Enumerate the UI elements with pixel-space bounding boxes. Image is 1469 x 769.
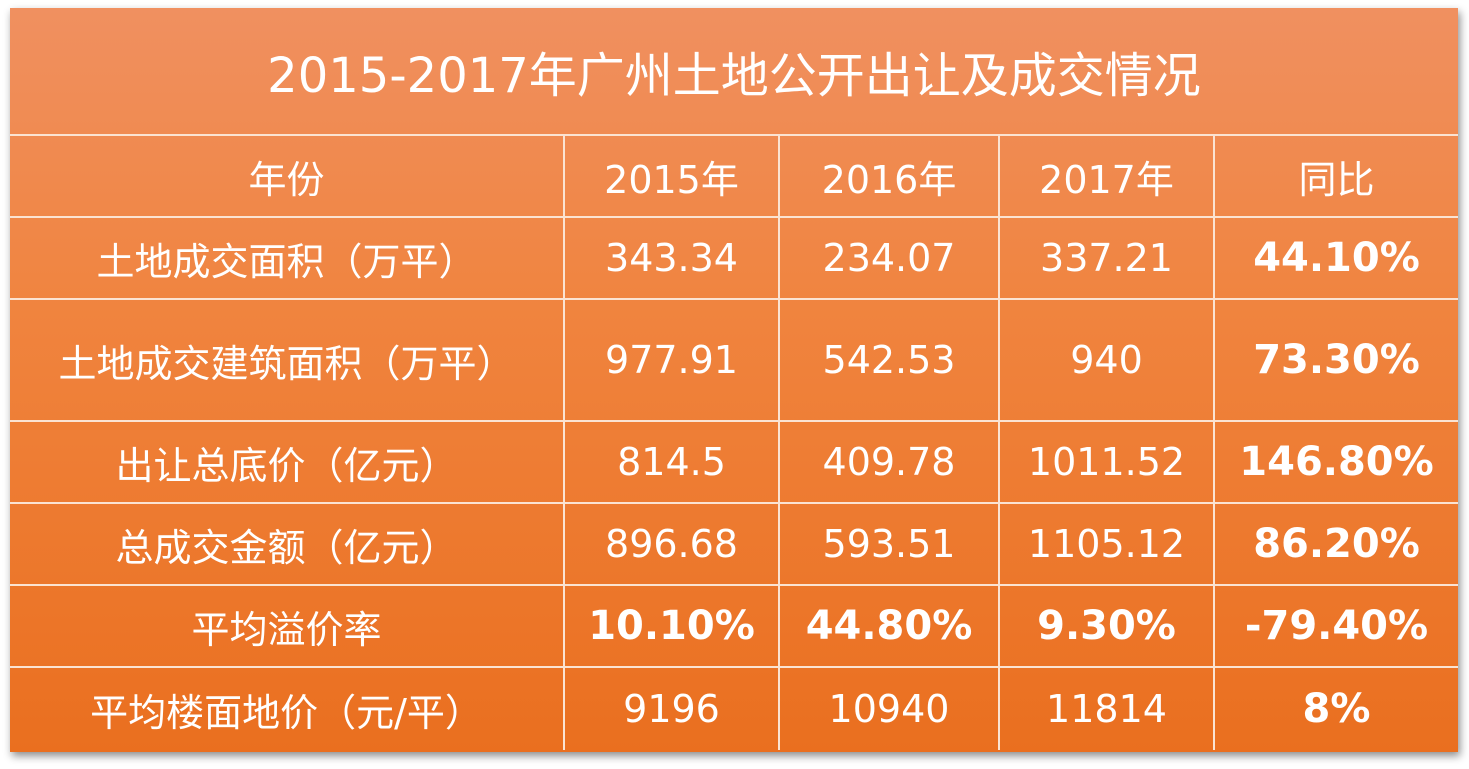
data-cell: 337.21 [1000, 218, 1215, 300]
data-cell: 940 [1000, 300, 1215, 422]
data-cell: 977.91 [565, 300, 780, 422]
data-cell: 9.30% [1000, 586, 1215, 668]
data-cell: 1105.12 [1000, 504, 1215, 586]
row-label: 土地成交建筑面积（万平） [10, 300, 565, 422]
data-cell: 542.53 [780, 300, 1000, 422]
table: 2015-2017年广州土地公开出让及成交情况 年份 2015年 2016年 2017年… [10, 8, 1458, 752]
row-label: 总成交金额（亿元） [10, 504, 565, 586]
data-cell: 11814 [1000, 668, 1215, 750]
data-cell: 343.34 [565, 218, 780, 300]
data-cell: 73.30% [1215, 300, 1458, 422]
data-cell: -79.40% [1215, 586, 1458, 668]
data-cell: 44.10% [1215, 218, 1458, 300]
header-cell: 2017年 [1000, 136, 1215, 218]
row-label: 平均楼面地价（元/平） [10, 668, 565, 750]
data-cell: 593.51 [780, 504, 1000, 586]
data-cell: 1011.52 [1000, 422, 1215, 504]
header-cell: 2016年 [780, 136, 1000, 218]
header-cell: 年份 [10, 136, 565, 218]
data-cell: 146.80% [1215, 422, 1458, 504]
data-cell: 10940 [780, 668, 1000, 750]
row-label: 土地成交面积（万平） [10, 218, 565, 300]
data-cell: 44.80% [780, 586, 1000, 668]
table-title: 2015-2017年广州土地公开出让及成交情况 [10, 8, 1458, 136]
data-cell: 896.68 [565, 504, 780, 586]
data-cell: 409.78 [780, 422, 1000, 504]
data-cell: 814.5 [565, 422, 780, 504]
header-cell: 同比 [1215, 136, 1458, 218]
header-cell: 2015年 [565, 136, 780, 218]
row-label: 出让总底价（亿元） [10, 422, 565, 504]
data-cell: 10.10% [565, 586, 780, 668]
data-cell: 86.20% [1215, 504, 1458, 586]
data-cell: 8% [1302, 686, 1371, 732]
row-label: 平均溢价率 [10, 586, 565, 668]
data-cell: 9196 [565, 668, 780, 750]
data-cell: 234.07 [780, 218, 1000, 300]
